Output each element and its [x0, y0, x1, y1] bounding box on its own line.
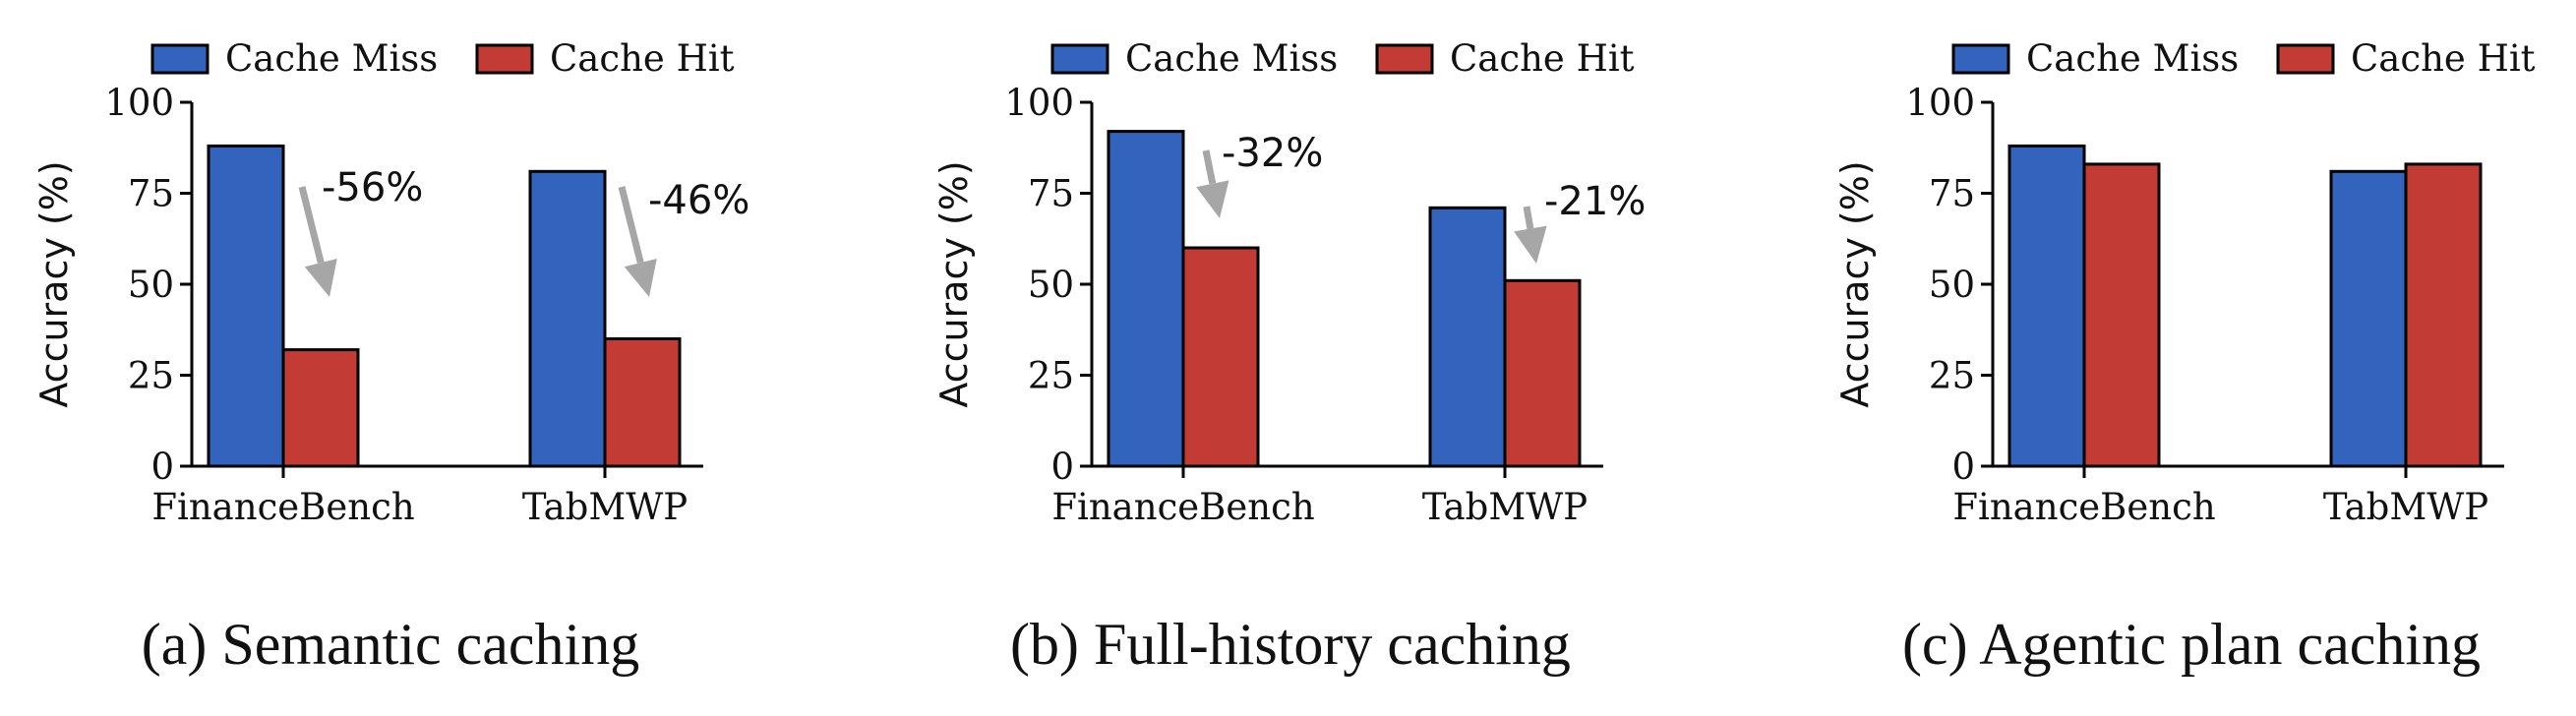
legend-label-cache-miss: Cache Miss — [1125, 37, 1338, 80]
legend-swatch-cache-hit — [475, 43, 534, 75]
annotation-label: -46% — [648, 178, 749, 223]
legend-swatch-cache-hit — [1375, 43, 1434, 75]
panel-caption: (b) Full-history caching — [1010, 612, 1571, 677]
y-tick-label: 0 — [150, 446, 174, 488]
bar-cache-hit-tabmwp — [2404, 162, 2483, 468]
legend-label-cache-hit: Cache Hit — [550, 37, 735, 80]
y-tick-label: 25 — [128, 355, 174, 397]
y-tick-label: 50 — [128, 264, 174, 306]
annotation-arrow-shaft — [1202, 149, 1217, 185]
x-tick-label: FinanceBench — [151, 486, 414, 528]
y-tick-label: 100 — [1004, 82, 1074, 124]
annotation-arrow-shaft — [298, 186, 325, 264]
y-tick-label: 50 — [1028, 264, 1074, 306]
y-axis-label: Accuracy (%) — [1833, 160, 1877, 407]
chart-panel-3: Cache Miss Cache Hit Accuracy (%) 0 25 50 75 10… — [1833, 37, 2536, 677]
chart-panel-2: Cache Miss Cache Hit Accuracy (%) 0 25 50 75 10… — [932, 37, 1646, 677]
legend-swatch-cache-miss — [1951, 43, 2010, 75]
y-tick-label: 50 — [1929, 264, 1975, 306]
bar-cache-miss-financebench — [207, 144, 285, 468]
panel-caption: (a) Semantic caching — [142, 612, 639, 677]
bar-cache-miss-tabmwp — [2329, 169, 2408, 468]
bar-cache-hit-financebench — [281, 348, 360, 468]
chart-panel-1: Cache Miss Cache Hit Accuracy (%) 0 25 50 75 10… — [32, 37, 749, 677]
x-tick-label: FinanceBench — [1952, 486, 2215, 528]
annotation-arrow-shaft — [618, 186, 644, 264]
bar-cache-miss-tabmwp — [1428, 206, 1507, 468]
legend-swatch-cache-miss — [1050, 43, 1109, 75]
x-tick-label: TabMWP — [2323, 486, 2488, 528]
annotation-arrow-head — [304, 258, 337, 297]
legend-label-cache-miss: Cache Miss — [225, 37, 438, 80]
bar-cache-miss-financebench — [1107, 130, 1185, 468]
y-tick-label: 25 — [1028, 355, 1074, 397]
legend-swatch-cache-miss — [150, 43, 210, 75]
bar-cache-hit-tabmwp — [603, 337, 682, 468]
y-tick-label: 75 — [1929, 173, 1975, 215]
legend-swatch-cache-hit — [2276, 43, 2335, 75]
y-tick-label: 100 — [104, 82, 174, 124]
annotation-label: -21% — [1544, 179, 1646, 224]
annotation-arrow-head — [1514, 225, 1547, 264]
annotation-arrow-head — [624, 258, 657, 297]
bar-cache-hit-tabmwp — [1503, 278, 1582, 468]
y-axis-label: Accuracy (%) — [932, 160, 976, 407]
legend-label-cache-miss: Cache Miss — [2026, 37, 2239, 80]
y-tick-label: 75 — [1028, 173, 1074, 215]
y-tick-label: 0 — [1050, 446, 1074, 488]
x-tick-label: FinanceBench — [1051, 486, 1314, 528]
legend-label-cache-hit: Cache Hit — [2351, 37, 2536, 80]
bar-cache-hit-financebench — [2082, 162, 2161, 468]
y-axis-label: Accuracy (%) — [32, 160, 76, 407]
panel-caption: (c) Agentic plan caching — [1902, 612, 2481, 677]
annotation-arrow-head — [1196, 180, 1229, 218]
bar-cache-hit-financebench — [1181, 246, 1260, 468]
bar-cache-miss-tabmwp — [528, 169, 607, 468]
y-tick-label: 0 — [1951, 446, 1975, 488]
bar-cache-miss-financebench — [2007, 144, 2086, 468]
annotation-label: -32% — [1222, 131, 1323, 176]
annotation-arrow-shaft — [1523, 206, 1534, 230]
y-tick-label: 100 — [1905, 82, 1975, 124]
x-tick-label: TabMWP — [1422, 486, 1588, 528]
x-tick-label: TabMWP — [522, 486, 688, 528]
y-tick-label: 25 — [1929, 355, 1975, 397]
legend-label-cache-hit: Cache Hit — [1450, 37, 1635, 80]
annotation-label: -56% — [322, 165, 423, 210]
y-tick-label: 75 — [128, 173, 174, 215]
